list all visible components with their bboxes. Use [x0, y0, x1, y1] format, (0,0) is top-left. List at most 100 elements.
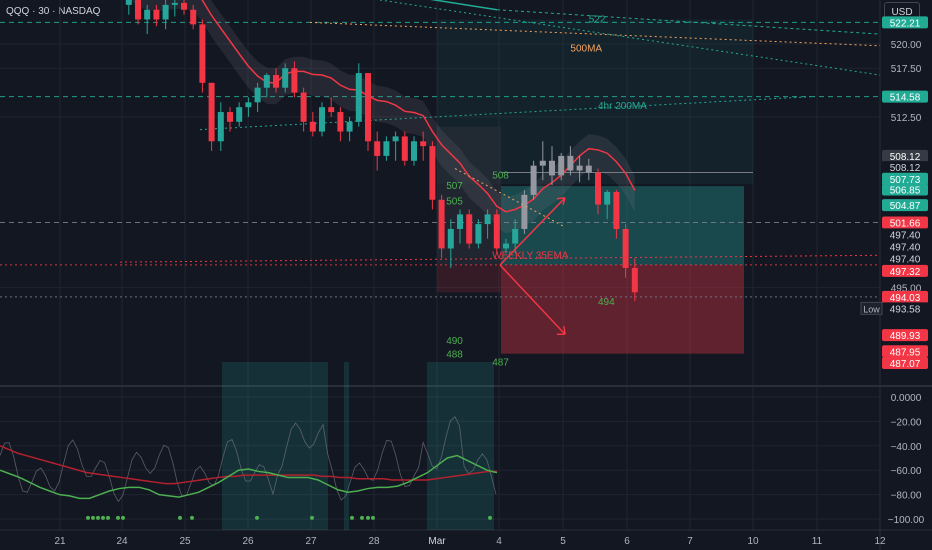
chart-annotation: 488 [446, 350, 463, 361]
time-axis-label: 25 [179, 536, 191, 547]
price-axis-badge-label: 487.95 [890, 347, 921, 358]
low-label: Low [863, 304, 880, 314]
highlight-region [222, 362, 328, 530]
moving-average-line [201, 0, 636, 213]
time-axis-label: 4 [496, 536, 502, 547]
candle-body [631, 267, 638, 293]
low-label-box [860, 301, 883, 315]
oscillator-signal-dot [366, 515, 370, 520]
candle-body [530, 165, 537, 195]
oscillator-signal-dot [96, 515, 100, 520]
price-axis-badge-label: 501.66 [890, 219, 921, 230]
oscillator-signal-dot [106, 515, 110, 520]
candle-body [567, 155, 574, 171]
candle-body [447, 228, 454, 249]
candle-body [125, 0, 132, 5]
ma500-line [309, 21, 881, 47]
chart-annotation: 4hr 200MA [598, 101, 647, 112]
price-axis-badge-label: 487.07 [890, 359, 921, 370]
candle-body [374, 141, 381, 156]
oscillator-signal-dot [121, 515, 125, 520]
oscillator-axis-label: −100.00 [888, 515, 925, 526]
candle-body [282, 68, 289, 88]
price-axis-badge [882, 161, 928, 174]
candle-body [438, 199, 445, 249]
price-axis-badge [882, 149, 928, 162]
price-axis-badge [882, 183, 928, 196]
price-axis-badge [882, 345, 928, 358]
price-axis-badge [882, 264, 928, 277]
candle-body [475, 224, 482, 244]
candle-body [585, 165, 592, 173]
price-axis-badge-label: 497.32 [890, 267, 921, 278]
highlight-region [427, 362, 494, 530]
oscillator-axis-label: −80.00 [891, 491, 922, 502]
candle-body [411, 141, 417, 161]
time-axis-label: 24 [116, 536, 128, 547]
teal-solid-trend-line [430, 0, 498, 11]
candle-body [300, 92, 307, 122]
price-axis-label: 512.50 [891, 113, 922, 124]
candle-body [190, 9, 197, 25]
candle-body [466, 214, 473, 244]
consolidation-zone-lower [437, 265, 501, 293]
candle-body [539, 160, 546, 166]
price-axis-badge [882, 228, 928, 241]
oscillator-axis-label: 0.0000 [891, 393, 922, 404]
price-axis-badge-label: 493.58 [890, 304, 921, 315]
price-axis-badge [882, 199, 928, 212]
long-profit-zone [501, 186, 744, 266]
dotted-guide-line [454, 168, 566, 228]
chart-annotation: WEEKLY 35EMA [492, 250, 569, 261]
price-axis-badge-label: 506.85 [890, 186, 921, 197]
candle-body [144, 9, 151, 20]
projection-arrow-up [499, 197, 566, 266]
symbol-header: QQQ · 30 · NASDAQ [6, 6, 101, 17]
oscillator-signal-dot [255, 515, 259, 520]
price-axis-badge [882, 240, 928, 253]
price-axis-label: 520.00 [891, 40, 922, 51]
oscillator-signal-dot [190, 515, 194, 520]
chart-annotation: 494 [598, 297, 615, 308]
oscillator-signal-dot [116, 515, 120, 520]
chart-annotation: 508 [492, 170, 509, 181]
chart-annotation: 505 [446, 197, 463, 208]
candle-body [291, 68, 298, 93]
price-axis-badge-label: 497.40 [890, 255, 921, 266]
time-axis-label: 11 [812, 536, 823, 547]
candle-body [457, 214, 463, 229]
price-axis-badge-label: 522.21 [890, 18, 921, 29]
price-axis-badge [882, 290, 928, 303]
candle-body [512, 228, 519, 244]
price-axis-label: 517.50 [891, 64, 922, 75]
candle-body [622, 228, 629, 268]
short-profit-zone [501, 265, 744, 354]
price-axis-label: 495.00 [891, 283, 922, 294]
candle-body [401, 136, 408, 161]
teal-dotted-trend-line [379, 0, 881, 76]
price-axis-badge-label: 507.73 [890, 175, 921, 186]
highlight-region [344, 362, 349, 530]
oscillator-fast-line [0, 454, 498, 500]
candle-body [181, 2, 187, 10]
oscillator-signal-dot [178, 515, 182, 520]
time-axis-label: 10 [747, 536, 759, 547]
candle-body [254, 87, 261, 103]
candle-body [162, 4, 169, 20]
time-axis-label: 5 [560, 536, 566, 547]
chart-annotation: 522 [589, 14, 606, 25]
oscillator-axis-label: −60.00 [891, 466, 922, 477]
time-axis-label: 6 [624, 536, 630, 547]
oscillator-signal-dot [91, 515, 95, 520]
price-axis-badge-label: 489.93 [890, 331, 921, 342]
price-axis-badge [882, 172, 928, 185]
chart-annotation: 490 [446, 336, 463, 347]
candle-body [355, 73, 362, 122]
candle-body [263, 75, 270, 88]
time-axis-label: 21 [54, 536, 66, 547]
chart-annotation: 500MA [570, 44, 602, 55]
price-axis-badge [882, 252, 928, 265]
candle-body [217, 112, 224, 142]
price-axis-badge-label: 504.87 [890, 201, 921, 212]
